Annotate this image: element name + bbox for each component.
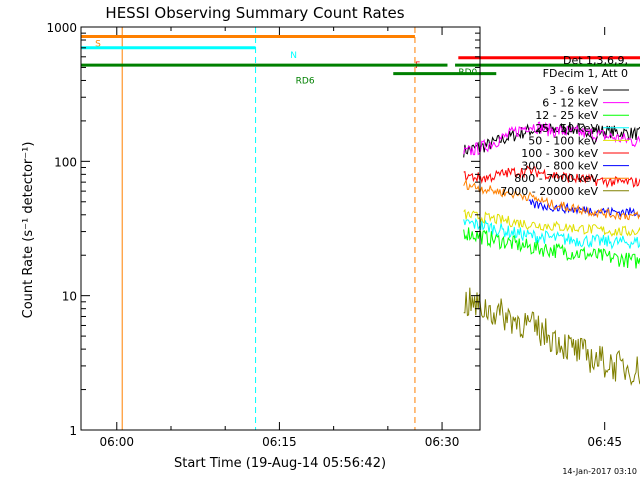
x-axis-label: Start Time (19-Aug-14 05:56:42): [174, 456, 386, 471]
x-tick-label: 06:30: [425, 435, 460, 449]
legend-entry-label: 300 - 800 keV: [521, 160, 598, 173]
plot-frame: [80, 26, 481, 431]
x-tick-label: 06:15: [262, 435, 297, 449]
series-line: [463, 227, 640, 269]
legend-entry-label: 3 - 6 keV: [549, 84, 598, 97]
flag-label: RD6: [296, 77, 315, 87]
legend: Det 1,3,6,9, FDecim 1, Att 0 3 - 6 keV6 …: [500, 54, 629, 198]
series-line: [463, 217, 640, 250]
y-tick-label: 10: [62, 290, 77, 304]
x-tick-label: 06:00: [99, 435, 134, 449]
chart-title: HESSI Observing Summary Count Rates: [105, 4, 404, 22]
legend-entry-label: 25 - 50 keV: [535, 122, 598, 135]
y-tick-label: 100: [54, 155, 77, 169]
y-axis-label: Count Rate (s⁻¹ detector⁻¹): [21, 142, 36, 319]
flag-bars: SNFRD0RD6: [81, 34, 640, 87]
legend-header-line-1: Det 1,3,6,9,: [563, 54, 628, 67]
legend-header-line-2: FDecim 1, Att 0: [543, 67, 628, 80]
series-line: [463, 287, 640, 387]
series-line: [463, 208, 640, 237]
series-line: [463, 121, 640, 156]
render-timestamp: 14-Jan-2017 03:10: [562, 467, 637, 476]
legend-entry-label: 800 - 7000 keV: [514, 172, 598, 185]
flag-label: S: [95, 39, 101, 49]
x-tick-label: 06:45: [587, 435, 622, 449]
series-line: [463, 122, 640, 158]
legend-entry-label: 100 - 300 keV: [521, 147, 598, 160]
y-tick-label: 1: [69, 424, 77, 438]
series-group: [463, 121, 640, 387]
mode-vertical-lines: [121, 27, 416, 430]
y-axis-ticks: 1 10 100 1000: [46, 21, 480, 438]
legend-entry-label: 7000 - 20000 keV: [500, 185, 598, 198]
series-line: [463, 178, 640, 221]
legend-entry-label: 12 - 25 keV: [535, 109, 598, 122]
y-tick-label: 1000: [46, 21, 77, 35]
legend-entry-label: 50 - 100 keV: [528, 134, 598, 147]
series-line: [463, 165, 640, 189]
legend-entry-label: 6 - 12 keV: [542, 97, 598, 110]
flag-label: N: [290, 51, 297, 61]
